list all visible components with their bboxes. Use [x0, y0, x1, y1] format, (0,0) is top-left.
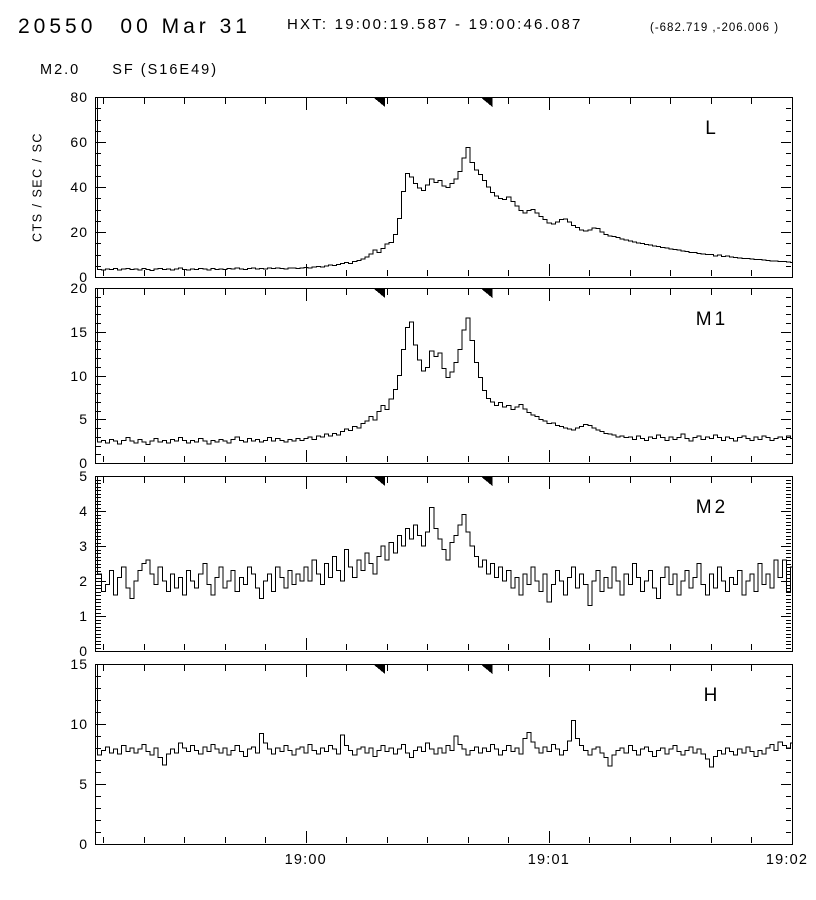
y-axis-tick-label: 10	[70, 368, 88, 384]
channel-label-L: L	[705, 118, 719, 139]
y-axis-tick-label: 1	[79, 608, 88, 624]
event-id: 20550	[18, 15, 97, 38]
flare-type-location: SF (S16E49)	[112, 62, 219, 78]
panel-H	[95, 664, 793, 845]
hxt-interval: HXT: 19:00:19.587 - 19:00:46.087	[287, 16, 583, 33]
y-axis-tick-label: 40	[70, 179, 88, 195]
panel-L-frame	[95, 97, 793, 278]
y-axis-tick-label: 0	[79, 269, 88, 285]
goes-class: M2.0	[40, 62, 81, 78]
y-axis-tick-label: 2	[79, 573, 88, 589]
y-axis-tick-label: 4	[79, 503, 88, 519]
panel-M2	[95, 476, 793, 652]
y-axis-tick-label: 5	[79, 776, 88, 792]
panel-M2-frame	[95, 476, 793, 652]
y-axis-tick-label: 10	[70, 716, 88, 732]
y-axis-tick-label: 5	[79, 411, 88, 427]
channel-label-M2: M2	[695, 497, 729, 518]
x-axis-tick-label: 19:00	[284, 852, 327, 868]
y-axis-tick-label: 0	[79, 455, 88, 471]
panel-M1	[95, 288, 793, 464]
panel-H-curve	[96, 665, 792, 768]
image-start-marker	[374, 477, 386, 486]
panel-L-curve	[96, 98, 792, 271]
y-axis-tick-label: 0	[79, 643, 88, 659]
plot-title: 20550 00 Mar 31	[18, 15, 251, 39]
image-end-marker	[481, 477, 493, 486]
image-end-marker	[481, 665, 493, 674]
panel-L	[95, 97, 793, 278]
y-axis-tick-label: 20	[70, 224, 88, 240]
flare-coordinates: (-682.719 ,-206.006 )	[650, 22, 780, 34]
x-axis-tick-label: 19:01	[527, 852, 570, 868]
image-start-marker	[374, 289, 386, 298]
event-date: 00 Mar 31	[120, 15, 251, 38]
x-axis-tick-label: 19:02	[765, 852, 809, 868]
image-end-marker	[481, 98, 493, 107]
panel-M1-frame	[95, 288, 793, 464]
y-axis-tick-label: 15	[70, 656, 88, 672]
image-start-marker	[374, 665, 386, 674]
panel-M1-curve	[96, 289, 792, 446]
panel-H-frame	[95, 664, 793, 845]
channel-label-M1: M1	[695, 309, 729, 330]
y-axis-tick-label: 15	[70, 324, 88, 340]
panel-M2-curve	[96, 477, 792, 606]
y-axis-tick-label: 60	[70, 134, 88, 150]
y-axis-tick-label: 3	[79, 538, 88, 554]
y-axis-tick-label: 80	[70, 89, 88, 105]
channel-label-H: H	[703, 685, 721, 706]
image-end-marker	[481, 289, 493, 298]
y-axis-tick-label: 20	[70, 280, 88, 296]
image-start-marker	[374, 98, 386, 107]
y-axis-tick-label: 5	[79, 468, 88, 484]
y-axis-tick-label: 0	[79, 836, 88, 852]
flare-subtitle: M2.0 SF (S16E49)	[40, 62, 218, 78]
